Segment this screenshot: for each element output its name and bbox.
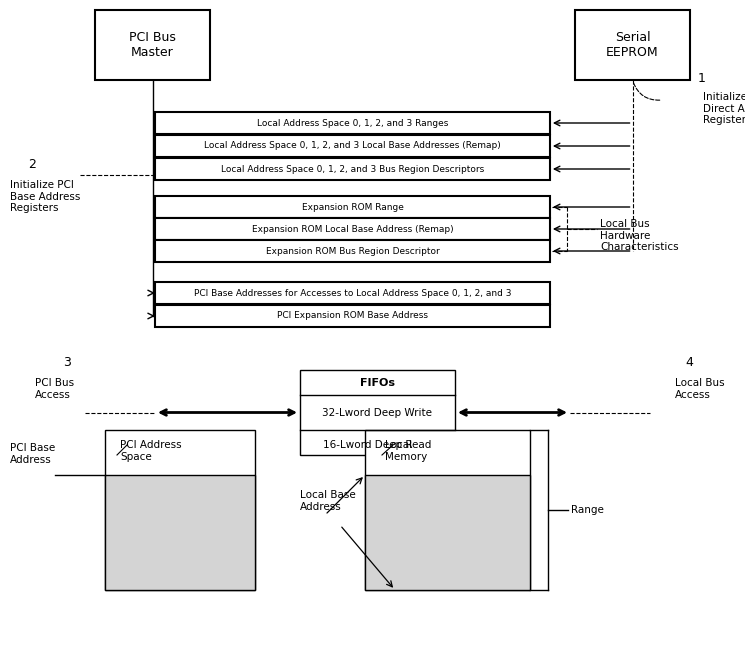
Bar xyxy=(155,305,550,327)
Text: PCI Expansion ROM Base Address: PCI Expansion ROM Base Address xyxy=(277,312,428,320)
Text: Local Bus
Hardware
Characteristics: Local Bus Hardware Characteristics xyxy=(600,219,679,252)
Text: PCI Bus
Access: PCI Bus Access xyxy=(35,378,74,400)
Text: Local Bus
Access: Local Bus Access xyxy=(675,378,725,400)
Bar xyxy=(105,475,255,590)
Text: Local Address Space 0, 1, 2, and 3 Local Base Addresses (Remap): Local Address Space 0, 1, 2, and 3 Local… xyxy=(204,141,501,151)
Bar xyxy=(155,196,550,218)
Bar xyxy=(155,218,550,240)
Text: 2: 2 xyxy=(28,159,36,172)
Bar xyxy=(155,282,550,304)
Text: Initialize Local
Direct Access
Registers: Initialize Local Direct Access Registers xyxy=(703,92,745,125)
Text: PCI Base
Address: PCI Base Address xyxy=(10,443,55,465)
Bar xyxy=(155,158,550,180)
Text: 16-Lword Deep Read: 16-Lword Deep Read xyxy=(323,440,431,450)
Text: PCI Bus
Master: PCI Bus Master xyxy=(129,31,176,59)
Text: Local Base
Address: Local Base Address xyxy=(300,490,356,512)
Text: Serial
EEPROM: Serial EEPROM xyxy=(606,31,659,59)
Text: Initialize PCI
Base Address
Registers: Initialize PCI Base Address Registers xyxy=(10,180,80,213)
Text: Local Address Space 0, 1, 2, and 3 Bus Region Descriptors: Local Address Space 0, 1, 2, and 3 Bus R… xyxy=(221,164,484,174)
Text: 3: 3 xyxy=(63,356,71,369)
Text: PCI Base Addresses for Accesses to Local Address Space 0, 1, 2, and 3: PCI Base Addresses for Accesses to Local… xyxy=(194,288,511,297)
Bar xyxy=(105,430,255,590)
Bar xyxy=(155,112,550,134)
Bar xyxy=(95,10,210,80)
Text: Expansion ROM Range: Expansion ROM Range xyxy=(302,202,404,212)
Bar xyxy=(155,240,550,262)
Bar xyxy=(365,475,530,590)
Bar xyxy=(365,430,530,590)
Text: Expansion ROM Local Base Address (Remap): Expansion ROM Local Base Address (Remap) xyxy=(252,225,453,233)
Text: Local Address Space 0, 1, 2, and 3 Ranges: Local Address Space 0, 1, 2, and 3 Range… xyxy=(257,119,448,128)
Text: FIFOs: FIFOs xyxy=(360,378,395,388)
Text: PCI Address
Space: PCI Address Space xyxy=(120,440,182,462)
Text: Range: Range xyxy=(571,505,604,515)
Text: Expansion ROM Bus Region Descriptor: Expansion ROM Bus Region Descriptor xyxy=(266,246,440,255)
Text: 32-Lword Deep Write: 32-Lword Deep Write xyxy=(323,408,433,418)
Bar xyxy=(155,135,550,157)
Text: Local
Memory: Local Memory xyxy=(385,440,427,462)
Text: 1: 1 xyxy=(698,71,706,84)
Text: 4: 4 xyxy=(685,356,693,369)
Bar xyxy=(575,10,690,80)
Bar xyxy=(300,370,455,455)
